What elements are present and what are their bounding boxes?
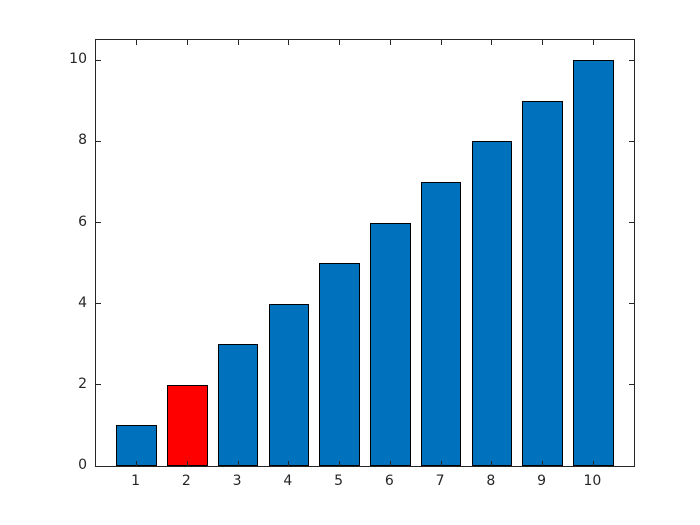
x-tick-bottom xyxy=(339,461,341,466)
y-tick-right xyxy=(629,465,634,467)
x-tick-bottom xyxy=(592,461,594,466)
x-tick-label: 8 xyxy=(486,473,496,489)
y-tick-label: 6 xyxy=(78,213,87,230)
y-tick-label: 2 xyxy=(78,375,87,392)
y-tick-right xyxy=(629,303,634,305)
x-tick-label: 5 xyxy=(334,473,344,489)
y-tick-label: 4 xyxy=(78,294,87,311)
bar-9 xyxy=(522,100,563,466)
x-tick-label: 7 xyxy=(435,473,445,489)
x-tick-bottom xyxy=(491,461,493,466)
bar-1 xyxy=(116,425,157,466)
bar-10 xyxy=(573,60,614,466)
x-tick-label: 10 xyxy=(583,473,602,489)
x-tick-label: 3 xyxy=(232,473,242,489)
bar-2 xyxy=(167,384,208,466)
y-tick-left xyxy=(96,59,101,61)
y-tick-left xyxy=(96,384,101,386)
bar-4 xyxy=(268,303,310,466)
x-tick-bottom xyxy=(186,461,188,466)
y-tick-label: 10 xyxy=(69,51,87,68)
x-tick-label: 2 xyxy=(181,473,191,489)
y-tick-left xyxy=(96,140,101,142)
bar-8 xyxy=(471,141,513,466)
bar-6 xyxy=(370,222,411,466)
x-tick-top xyxy=(542,40,544,45)
x-tick-top xyxy=(186,40,188,45)
bar-7 xyxy=(420,182,462,466)
bar-5 xyxy=(319,263,360,466)
x-tick-bottom xyxy=(237,461,239,466)
x-tick-bottom xyxy=(440,461,442,466)
y-tick-right xyxy=(629,59,634,61)
x-tick-label: 1 xyxy=(131,473,141,489)
x-tick-top xyxy=(592,40,594,45)
y-tick-left xyxy=(96,303,101,305)
y-tick-left xyxy=(96,222,101,224)
bar-3 xyxy=(217,344,259,466)
y-tick-label: 0 xyxy=(78,457,87,473)
x-tick-label: 9 xyxy=(537,473,547,489)
x-tick-label: 6 xyxy=(384,473,394,489)
x-tick-bottom xyxy=(542,461,544,466)
y-tick-right xyxy=(629,140,634,142)
x-tick-top xyxy=(136,40,138,45)
x-tick-bottom xyxy=(389,461,391,466)
x-tick-bottom xyxy=(136,461,138,466)
x-tick-top xyxy=(491,40,493,45)
x-tick-top xyxy=(339,40,341,45)
y-tick-label: 8 xyxy=(78,132,87,149)
y-tick-right xyxy=(629,384,634,386)
x-tick-top xyxy=(237,40,239,45)
x-tick-top xyxy=(440,40,442,45)
y-tick-right xyxy=(629,222,634,224)
x-tick-label: 4 xyxy=(283,473,293,489)
x-tick-top xyxy=(389,40,391,45)
x-tick-bottom xyxy=(288,461,290,466)
x-tick-top xyxy=(288,40,290,45)
plot-area xyxy=(95,39,635,467)
y-tick-left xyxy=(96,465,101,467)
